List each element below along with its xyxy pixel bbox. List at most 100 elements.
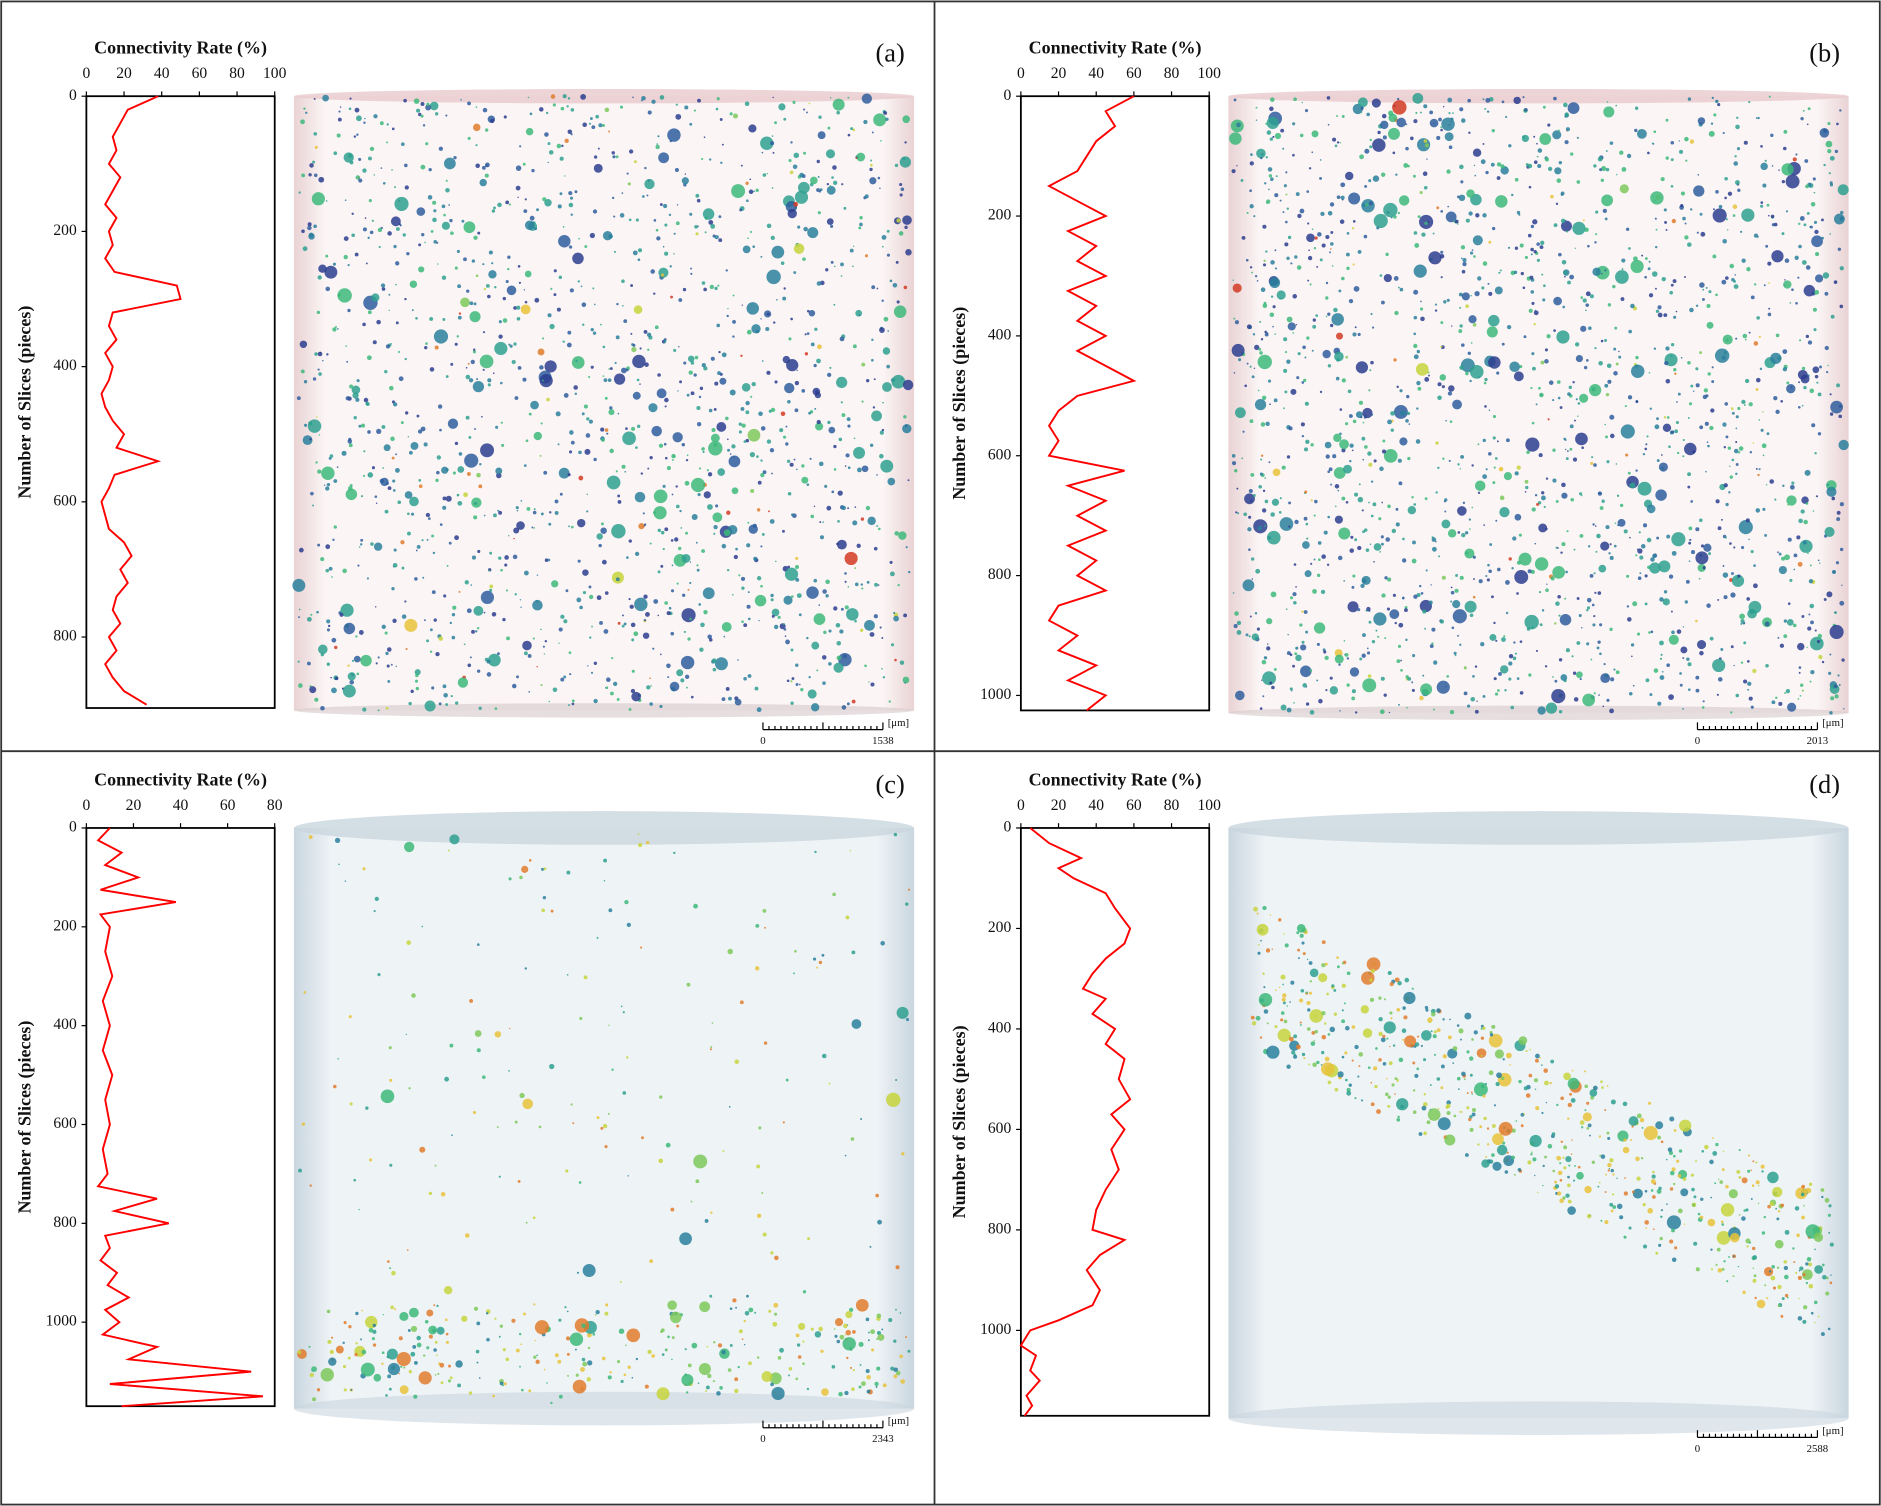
pore: [1570, 1098, 1576, 1103]
pore: [1589, 1134, 1591, 1137]
pore: [710, 1211, 713, 1214]
pore: [854, 619, 857, 623]
pore: [1536, 142, 1538, 145]
pore: [676, 582, 679, 585]
pore: [482, 165, 486, 170]
pore: [1607, 1162, 1612, 1168]
pore: [565, 1336, 571, 1341]
pore: [1364, 528, 1368, 532]
pore: [327, 1339, 332, 1344]
pore: [1642, 1202, 1646, 1207]
pore: [1480, 1054, 1483, 1057]
pore: [1309, 669, 1313, 672]
pore: [1425, 569, 1428, 572]
pore: [1526, 450, 1530, 455]
pore: [473, 235, 478, 240]
pore: [1774, 498, 1777, 501]
pore: [1815, 274, 1824, 283]
pore: [1827, 1327, 1831, 1331]
pore: [395, 321, 399, 325]
pore: [384, 509, 389, 514]
pore: [1440, 345, 1443, 348]
pore: [1814, 452, 1817, 455]
pore: [593, 155, 598, 159]
pore: [1777, 1304, 1781, 1307]
pore: [727, 1368, 732, 1372]
pore: [622, 431, 636, 446]
pore: [1800, 683, 1804, 687]
pore: [1821, 218, 1824, 222]
pore: [570, 133, 573, 136]
pore: [1839, 600, 1845, 606]
pore: [1459, 1110, 1462, 1114]
pore: [1282, 933, 1285, 935]
pore: [831, 490, 835, 494]
pore: [1498, 466, 1504, 472]
pore: [1462, 501, 1466, 505]
pore: [1310, 562, 1313, 565]
pore: [1286, 651, 1291, 655]
pore: [595, 114, 599, 119]
pore: [733, 554, 739, 560]
pore: [516, 675, 519, 679]
pore: [649, 677, 651, 680]
pore: [632, 343, 636, 347]
pore: [615, 155, 619, 159]
pore: [660, 273, 665, 277]
pore: [1275, 175, 1278, 178]
pore: [1357, 250, 1362, 254]
pore: [621, 624, 625, 628]
pore: [621, 192, 624, 194]
pore: [1587, 1123, 1592, 1128]
pore: [1755, 508, 1761, 513]
pore: [596, 936, 599, 939]
pore: [756, 508, 761, 512]
pore: [803, 151, 807, 155]
pore: [1281, 997, 1286, 1002]
pore: [760, 459, 763, 462]
pore: [761, 360, 764, 362]
y-tick-label: 1000: [46, 1313, 77, 1330]
pore: [479, 178, 487, 187]
pore: [1305, 992, 1308, 995]
pore: [303, 991, 307, 994]
pore: [841, 505, 846, 511]
pore: [834, 1318, 844, 1327]
pore: [1304, 490, 1308, 494]
pore: [883, 111, 888, 115]
y-tick-label: 800: [988, 566, 1012, 583]
pore: [528, 1389, 532, 1393]
pore: [1799, 1266, 1804, 1271]
pore: [1796, 535, 1801, 540]
pore: [1741, 399, 1746, 405]
pore: [849, 1366, 853, 1370]
pore: [1613, 668, 1616, 671]
pore: [1671, 1257, 1677, 1262]
pore: [1665, 346, 1670, 351]
pore: [905, 902, 909, 906]
pore: [390, 663, 393, 666]
pore: [1339, 439, 1349, 450]
pore: [1551, 1132, 1556, 1136]
pore: [847, 424, 851, 428]
pore: [444, 1076, 450, 1082]
pore: [516, 509, 519, 512]
pore: [1703, 543, 1712, 552]
pore: [1612, 1205, 1617, 1209]
pore: [1656, 417, 1659, 421]
pore: [780, 261, 785, 265]
pore: [1771, 700, 1776, 705]
pore: [1341, 983, 1346, 988]
pore: [657, 373, 661, 377]
pore: [1355, 411, 1363, 418]
pore: [1542, 1164, 1545, 1168]
pore: [1818, 654, 1823, 660]
pore: [1582, 693, 1596, 707]
pore: [382, 1313, 385, 1316]
pore: [1338, 527, 1351, 540]
pore: [811, 641, 820, 650]
pore: [1461, 1111, 1463, 1113]
pore: [1670, 430, 1675, 434]
pore: [1398, 481, 1403, 486]
pore: [494, 341, 508, 356]
